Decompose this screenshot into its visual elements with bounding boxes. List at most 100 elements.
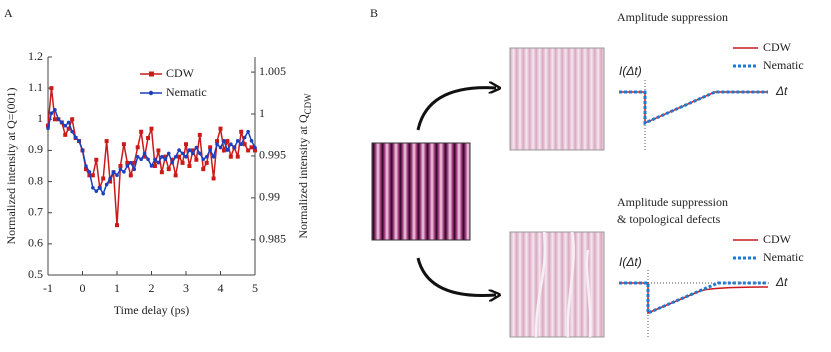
y2-tick-label: 0.99 bbox=[259, 190, 280, 204]
marker bbox=[166, 151, 171, 156]
marker bbox=[235, 154, 240, 159]
marker bbox=[84, 164, 88, 168]
marker bbox=[153, 157, 157, 162]
marker bbox=[118, 167, 123, 172]
marker bbox=[149, 164, 154, 168]
axis-label: Δt bbox=[775, 275, 788, 289]
marker bbox=[177, 154, 182, 159]
marker bbox=[208, 145, 213, 150]
x-tick-label: 0 bbox=[80, 281, 86, 295]
legend-label: CDW bbox=[763, 40, 792, 54]
y-tick-label: 1.2 bbox=[28, 49, 43, 63]
chart-a: 0.5 0.6 0.7 0.8 0.9 1 1.1 1.2 0.985 0.99 0.995 1 1.0… bbox=[4, 49, 313, 317]
y2-axis-label: Normalized intensity at QCDW bbox=[296, 93, 313, 239]
y-tick-label: 0.6 bbox=[28, 236, 43, 250]
y2-tick-label: 0.985 bbox=[259, 232, 286, 246]
marker bbox=[156, 160, 161, 165]
legend-marker bbox=[148, 90, 154, 96]
x-tick-label: 4 bbox=[218, 281, 224, 295]
marker bbox=[194, 157, 199, 162]
marker bbox=[180, 151, 185, 156]
x-tick-label: 1 bbox=[114, 281, 120, 295]
marker bbox=[249, 145, 254, 150]
x-axis-label: Time delay (ps) bbox=[114, 303, 190, 317]
y-axis-label: Normalized intensity at Q=(001) bbox=[4, 87, 18, 244]
axis-label: Δt bbox=[775, 84, 788, 98]
marker bbox=[87, 170, 92, 174]
marker bbox=[115, 223, 119, 228]
legend-label: CDW bbox=[166, 66, 195, 80]
cdw-curve bbox=[619, 91, 768, 125]
marker bbox=[225, 139, 230, 144]
marker bbox=[249, 139, 254, 143]
marker bbox=[242, 135, 247, 140]
marker bbox=[135, 154, 140, 159]
marker bbox=[73, 135, 78, 140]
marker bbox=[211, 176, 216, 181]
legend-marker bbox=[149, 71, 154, 77]
y-tick-label: 0.5 bbox=[28, 267, 43, 281]
marker bbox=[170, 157, 175, 162]
marker bbox=[80, 148, 85, 152]
marker bbox=[215, 139, 220, 144]
y-tick-label: 0.9 bbox=[28, 142, 43, 156]
marker bbox=[77, 139, 81, 143]
marker bbox=[121, 142, 126, 147]
marker bbox=[108, 176, 112, 181]
marker bbox=[218, 126, 223, 131]
marker bbox=[139, 157, 143, 162]
marker bbox=[52, 117, 57, 122]
marker bbox=[163, 157, 168, 162]
marker bbox=[166, 167, 171, 172]
marker bbox=[53, 108, 57, 112]
marker bbox=[94, 157, 99, 162]
legend-label: Nematic bbox=[166, 85, 207, 99]
y-tick-label: 0.7 bbox=[28, 204, 43, 218]
marker bbox=[184, 142, 188, 147]
marker bbox=[194, 145, 199, 150]
marker bbox=[159, 170, 164, 175]
title: & topological defects bbox=[617, 212, 721, 226]
legend-label: Nematic bbox=[763, 250, 804, 264]
marker bbox=[111, 170, 116, 174]
marker bbox=[173, 154, 178, 159]
marker bbox=[187, 164, 192, 168]
marker bbox=[160, 154, 164, 159]
marker bbox=[246, 148, 251, 153]
marker bbox=[253, 145, 257, 150]
marker bbox=[115, 173, 119, 178]
y2-tick-label: 1 bbox=[259, 106, 265, 120]
marker bbox=[125, 164, 130, 168]
suppressed-image bbox=[509, 47, 605, 151]
y2-tick-label: 0.995 bbox=[259, 148, 286, 162]
marker bbox=[66, 120, 71, 125]
marker bbox=[146, 157, 150, 162]
y2-axis-label-sub: CDW bbox=[303, 93, 313, 115]
marker bbox=[253, 148, 257, 153]
panel-label: B bbox=[370, 6, 378, 20]
marker bbox=[129, 160, 133, 165]
marker bbox=[211, 154, 216, 159]
marker bbox=[132, 160, 137, 165]
y-tick-label: 1 bbox=[37, 111, 43, 125]
marker bbox=[228, 154, 233, 159]
marker bbox=[104, 182, 109, 187]
marker bbox=[222, 139, 226, 143]
marker bbox=[221, 148, 226, 153]
x-tick-label: -1 bbox=[43, 281, 53, 295]
marker bbox=[232, 145, 237, 150]
marker bbox=[46, 126, 50, 131]
nematic-curve bbox=[619, 281, 768, 316]
title: Amplitude suppression bbox=[617, 195, 728, 209]
cdw-image bbox=[371, 142, 471, 241]
marker bbox=[70, 129, 74, 134]
marker bbox=[190, 148, 195, 153]
marker bbox=[56, 117, 61, 121]
marker bbox=[149, 126, 154, 131]
marker bbox=[246, 129, 250, 134]
marker bbox=[163, 154, 168, 159]
marker bbox=[83, 167, 88, 172]
marker bbox=[94, 189, 99, 193]
marker bbox=[184, 154, 188, 159]
